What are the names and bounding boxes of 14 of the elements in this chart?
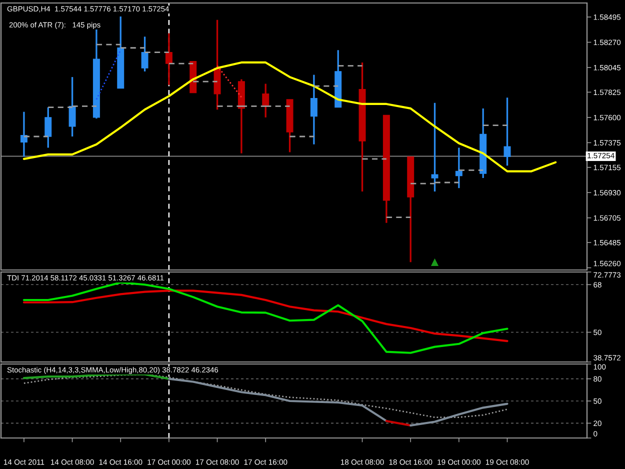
line-series bbox=[22, 61, 557, 172]
candlestick bbox=[504, 96, 511, 167]
line-series bbox=[410, 402, 508, 426]
candlestick bbox=[68, 76, 76, 138]
candlestick bbox=[20, 110, 28, 158]
candlestick bbox=[141, 36, 148, 72]
candlestick bbox=[262, 82, 270, 118]
line-series bbox=[168, 378, 388, 422]
line-series bbox=[23, 374, 508, 418]
candlestick bbox=[310, 74, 318, 146]
candlestick bbox=[44, 106, 52, 149]
candlestick bbox=[455, 146, 462, 189]
candlestick bbox=[165, 32, 172, 86]
candlestick bbox=[431, 102, 438, 192]
